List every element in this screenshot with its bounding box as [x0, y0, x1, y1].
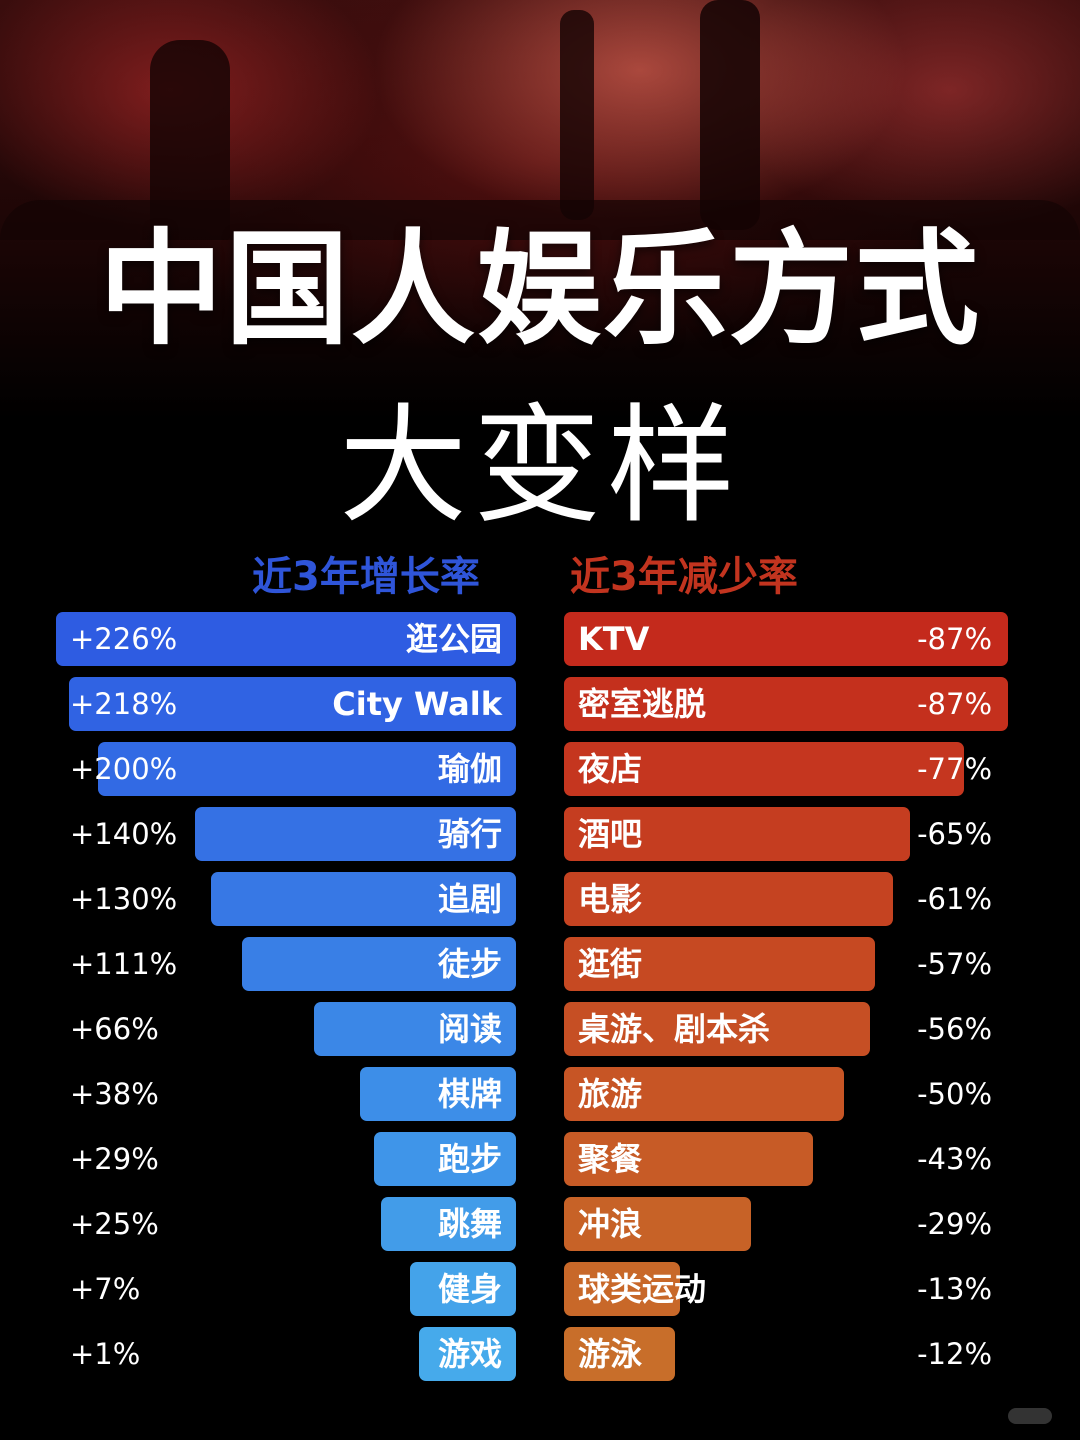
decline-value-label: -43% [917, 1142, 992, 1176]
decline-value-label: -29% [917, 1207, 992, 1241]
growth-category-label: 追剧 [437, 880, 502, 918]
growth-value-label: +29% [70, 1142, 159, 1176]
growth-bar [68, 677, 516, 731]
growth-category-label: 阅读 [437, 1010, 502, 1048]
decline-value-label: -87% [917, 622, 992, 656]
growth-category-label: City Walk [332, 685, 502, 723]
growth-category-label: 健身 [437, 1270, 502, 1308]
growth-bar [56, 612, 516, 666]
decline-bar [564, 1327, 676, 1381]
decline-category-label: 游泳 [578, 1335, 643, 1373]
growth-bar [241, 937, 516, 991]
decline-bar [564, 742, 964, 796]
decline-value-label: -65% [917, 817, 992, 851]
growth-bar [211, 872, 516, 926]
growth-bar [380, 1197, 516, 1251]
growth-value-label: +226% [70, 622, 178, 656]
decline-bar [564, 937, 875, 991]
growth-value-label: +111% [70, 947, 178, 981]
decline-category-label: 球类运动 [578, 1270, 707, 1308]
decline-category-label: 逛街 [578, 945, 643, 983]
growth-bar [194, 807, 516, 861]
growth-category-label: 瑜伽 [437, 750, 502, 788]
growth-bar [359, 1067, 516, 1121]
decline-value-label: -57% [917, 947, 992, 981]
decline-value-label: -12% [917, 1337, 992, 1371]
growth-bar [419, 1327, 516, 1381]
page-title: 中国人娱乐方式 [98, 218, 981, 362]
decline-bar [564, 1197, 751, 1251]
hero-background [0, 0, 1080, 560]
page-subtitle: 大变样 [338, 392, 741, 541]
decline-category-label: 聚餐 [578, 1140, 643, 1178]
decline-bar [564, 677, 1008, 731]
decline-value-label: -61% [917, 882, 992, 916]
performer-silhouette [150, 40, 230, 240]
decline-panel-title: 近3年减少率 [570, 554, 798, 600]
growth-category-label: 跳舞 [437, 1205, 502, 1243]
decline-bar [564, 807, 911, 861]
growth-value-label: +1% [70, 1337, 141, 1371]
decline-category-label: 桌游、剧本杀 [578, 1010, 771, 1048]
decline-bar [564, 1002, 871, 1056]
growth-category-label: 棋牌 [437, 1075, 502, 1113]
decline-category-label: 夜店 [578, 750, 643, 788]
decline-value-label: -50% [917, 1077, 992, 1111]
growth-category-label: 骑行 [437, 815, 502, 853]
growth-value-label: +25% [70, 1207, 159, 1241]
growth-category-label: 游戏 [437, 1335, 502, 1373]
raised-hand-silhouette [560, 10, 594, 220]
raised-hand-silhouette [700, 0, 760, 230]
decline-bar [564, 872, 893, 926]
decline-bar [564, 1262, 680, 1316]
growth-bar [314, 1002, 516, 1056]
growth-category-label: 逛公园 [405, 620, 502, 658]
decline-value-label: -13% [917, 1272, 992, 1306]
decline-bar [564, 1132, 813, 1186]
decline-category-label: 冲浪 [578, 1205, 643, 1243]
decline-bar [564, 612, 1008, 666]
growth-bar [409, 1262, 516, 1316]
decline-category-label: 旅游 [578, 1075, 643, 1113]
growth-value-label: +7% [70, 1272, 141, 1306]
growth-value-label: +66% [70, 1012, 159, 1046]
growth-category-label: 徒步 [437, 945, 502, 983]
decline-category-label: 酒吧 [578, 815, 643, 853]
decline-value-label: -87% [917, 687, 992, 721]
growth-value-label: +130% [70, 882, 178, 916]
growth-value-label: +38% [70, 1077, 159, 1111]
decline-value-label: -77% [917, 752, 992, 786]
growth-value-label: +140% [70, 817, 178, 851]
growth-value-label: +200% [70, 752, 178, 786]
growth-bar [374, 1132, 516, 1186]
growth-value-label: +218% [70, 687, 178, 721]
growth-category-label: 跑步 [437, 1140, 502, 1178]
growth-panel-title: 近3年增长率 [252, 554, 480, 600]
growth-bar [97, 742, 516, 796]
decline-value-label: -56% [917, 1012, 992, 1046]
decline-bar [564, 1067, 844, 1121]
decline-category-label: KTV [578, 620, 650, 658]
decline-category-label: 密室逃脱 [578, 685, 707, 723]
watermark-logo [1008, 1408, 1052, 1424]
decline-category-label: 电影 [578, 880, 643, 918]
